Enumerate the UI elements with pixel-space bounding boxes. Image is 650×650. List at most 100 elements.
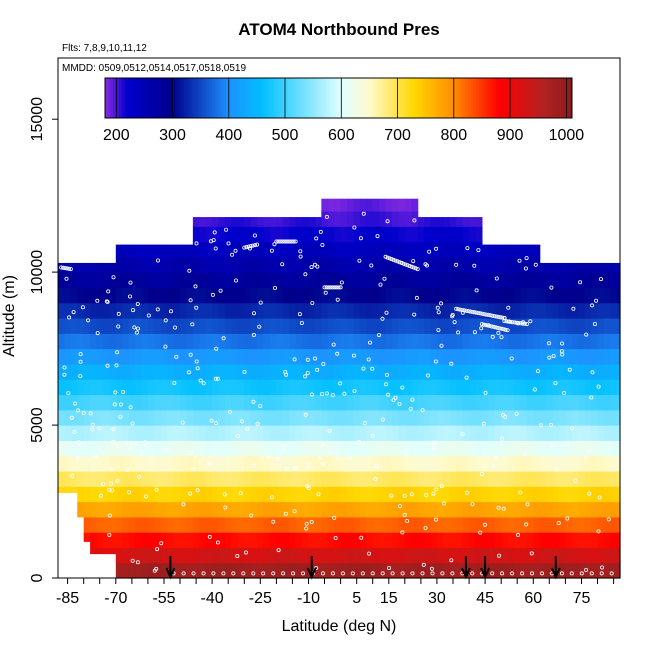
heatmap-cell [571,379,579,396]
heatmap-cell [347,318,355,334]
heatmap-cell [282,302,290,319]
heatmap-cell [282,501,290,518]
obs-point [373,476,378,481]
heatmap-cell [347,425,355,441]
obs-track-point [505,328,510,333]
colorbar-segment [141,78,145,118]
heatmap-cell [411,256,419,273]
heatmap-cell [591,440,599,457]
heatmap-cell [514,532,522,549]
heatmap-cell [372,425,380,441]
obs-point [106,289,111,294]
heatmap-cell [462,379,470,396]
heatmap-cell [205,217,213,227]
heatmap-cell [257,256,265,273]
heatmap-cell [205,470,213,487]
heatmap-cell [321,501,329,518]
heatmap-cell [539,547,547,564]
heatmap-cell [160,394,168,411]
heatmap-cell [398,470,406,487]
obs-point [503,414,508,419]
heatmap-cell [456,379,464,396]
heatmap-cell [424,470,432,487]
heatmap-cell [539,501,547,518]
obs-surface-point [271,571,276,576]
heatmap-cell [372,516,380,533]
heatmap-cell [359,348,367,365]
heatmap-cell [456,256,464,273]
heatmap-cell [359,394,367,411]
colorbar-segment [282,78,286,118]
heatmap-cell [603,262,611,273]
heatmap-cell [411,394,419,411]
heatmap-cell [610,409,618,426]
flight-arrow-head [306,567,317,580]
heatmap-cell [154,318,162,334]
obs-point [496,505,501,510]
colorbar-segment [338,78,342,118]
heatmap-cell [77,272,85,289]
heatmap-cell [539,272,547,289]
heatmap-cell [141,547,149,564]
heatmap-cell [282,379,290,396]
colorbar-segment [293,78,297,118]
obs-point [190,322,195,327]
heatmap-cell [199,409,207,426]
obs-track-point [571,238,576,243]
heatmap-cell [501,272,509,289]
obs-point [78,352,83,357]
heatmap-cell [231,516,239,533]
obs-surface-point [579,571,584,576]
heatmap-cell [314,516,322,533]
obs-point [304,521,309,526]
obs-track-point [498,315,503,320]
heatmap-cell [244,333,252,350]
heatmap-cell [109,440,117,457]
heatmap-cell [552,363,560,380]
obs-point [380,417,385,422]
obs-track-point [336,285,341,290]
heatmap-cell [276,333,284,350]
heatmap-cell [603,486,611,503]
obs-surface-point [589,571,594,576]
heatmap-cell [308,272,316,289]
heatmap-cell [359,210,367,227]
colorbar-segment [248,78,252,118]
obs-point [211,238,216,243]
heatmap-cell [308,394,316,411]
obs-point [449,361,454,366]
heatmap-cell [539,562,547,579]
obs-point [125,467,130,472]
obs-point [62,372,67,377]
heatmap-cell [359,455,367,472]
heatmap-cell [552,547,560,564]
heatmap-cell [186,394,194,411]
heatmap-cell [160,287,168,304]
obs-track-point [500,315,505,320]
heatmap-cell [552,455,560,472]
heatmap-cell [539,486,547,503]
heatmap-cell [565,318,573,334]
obs-track-point [399,260,404,265]
heatmap-cell [173,501,181,518]
heatmap-cell [398,501,406,518]
heatmap-cell [507,440,515,457]
heatmap-cell [584,287,592,304]
heatmap-cell [128,409,136,426]
heatmap-cell [109,363,117,380]
heatmap-cell [218,318,226,334]
heatmap-cell [456,333,464,350]
colorbar-segment [265,78,269,118]
heatmap-cell [359,226,367,243]
heatmap-cell [160,363,168,380]
heatmap-cell [199,470,207,487]
heatmap-cell [250,501,258,518]
x-axis-label: Latitude (deg N) [282,618,397,635]
heatmap-cell [180,547,188,564]
heatmap-cell [282,241,290,258]
heatmap-cell [141,333,149,350]
obs-track-point [575,238,580,243]
obs-track-point [487,323,492,328]
heatmap-cell [366,532,374,549]
heatmap-cell [584,394,592,411]
